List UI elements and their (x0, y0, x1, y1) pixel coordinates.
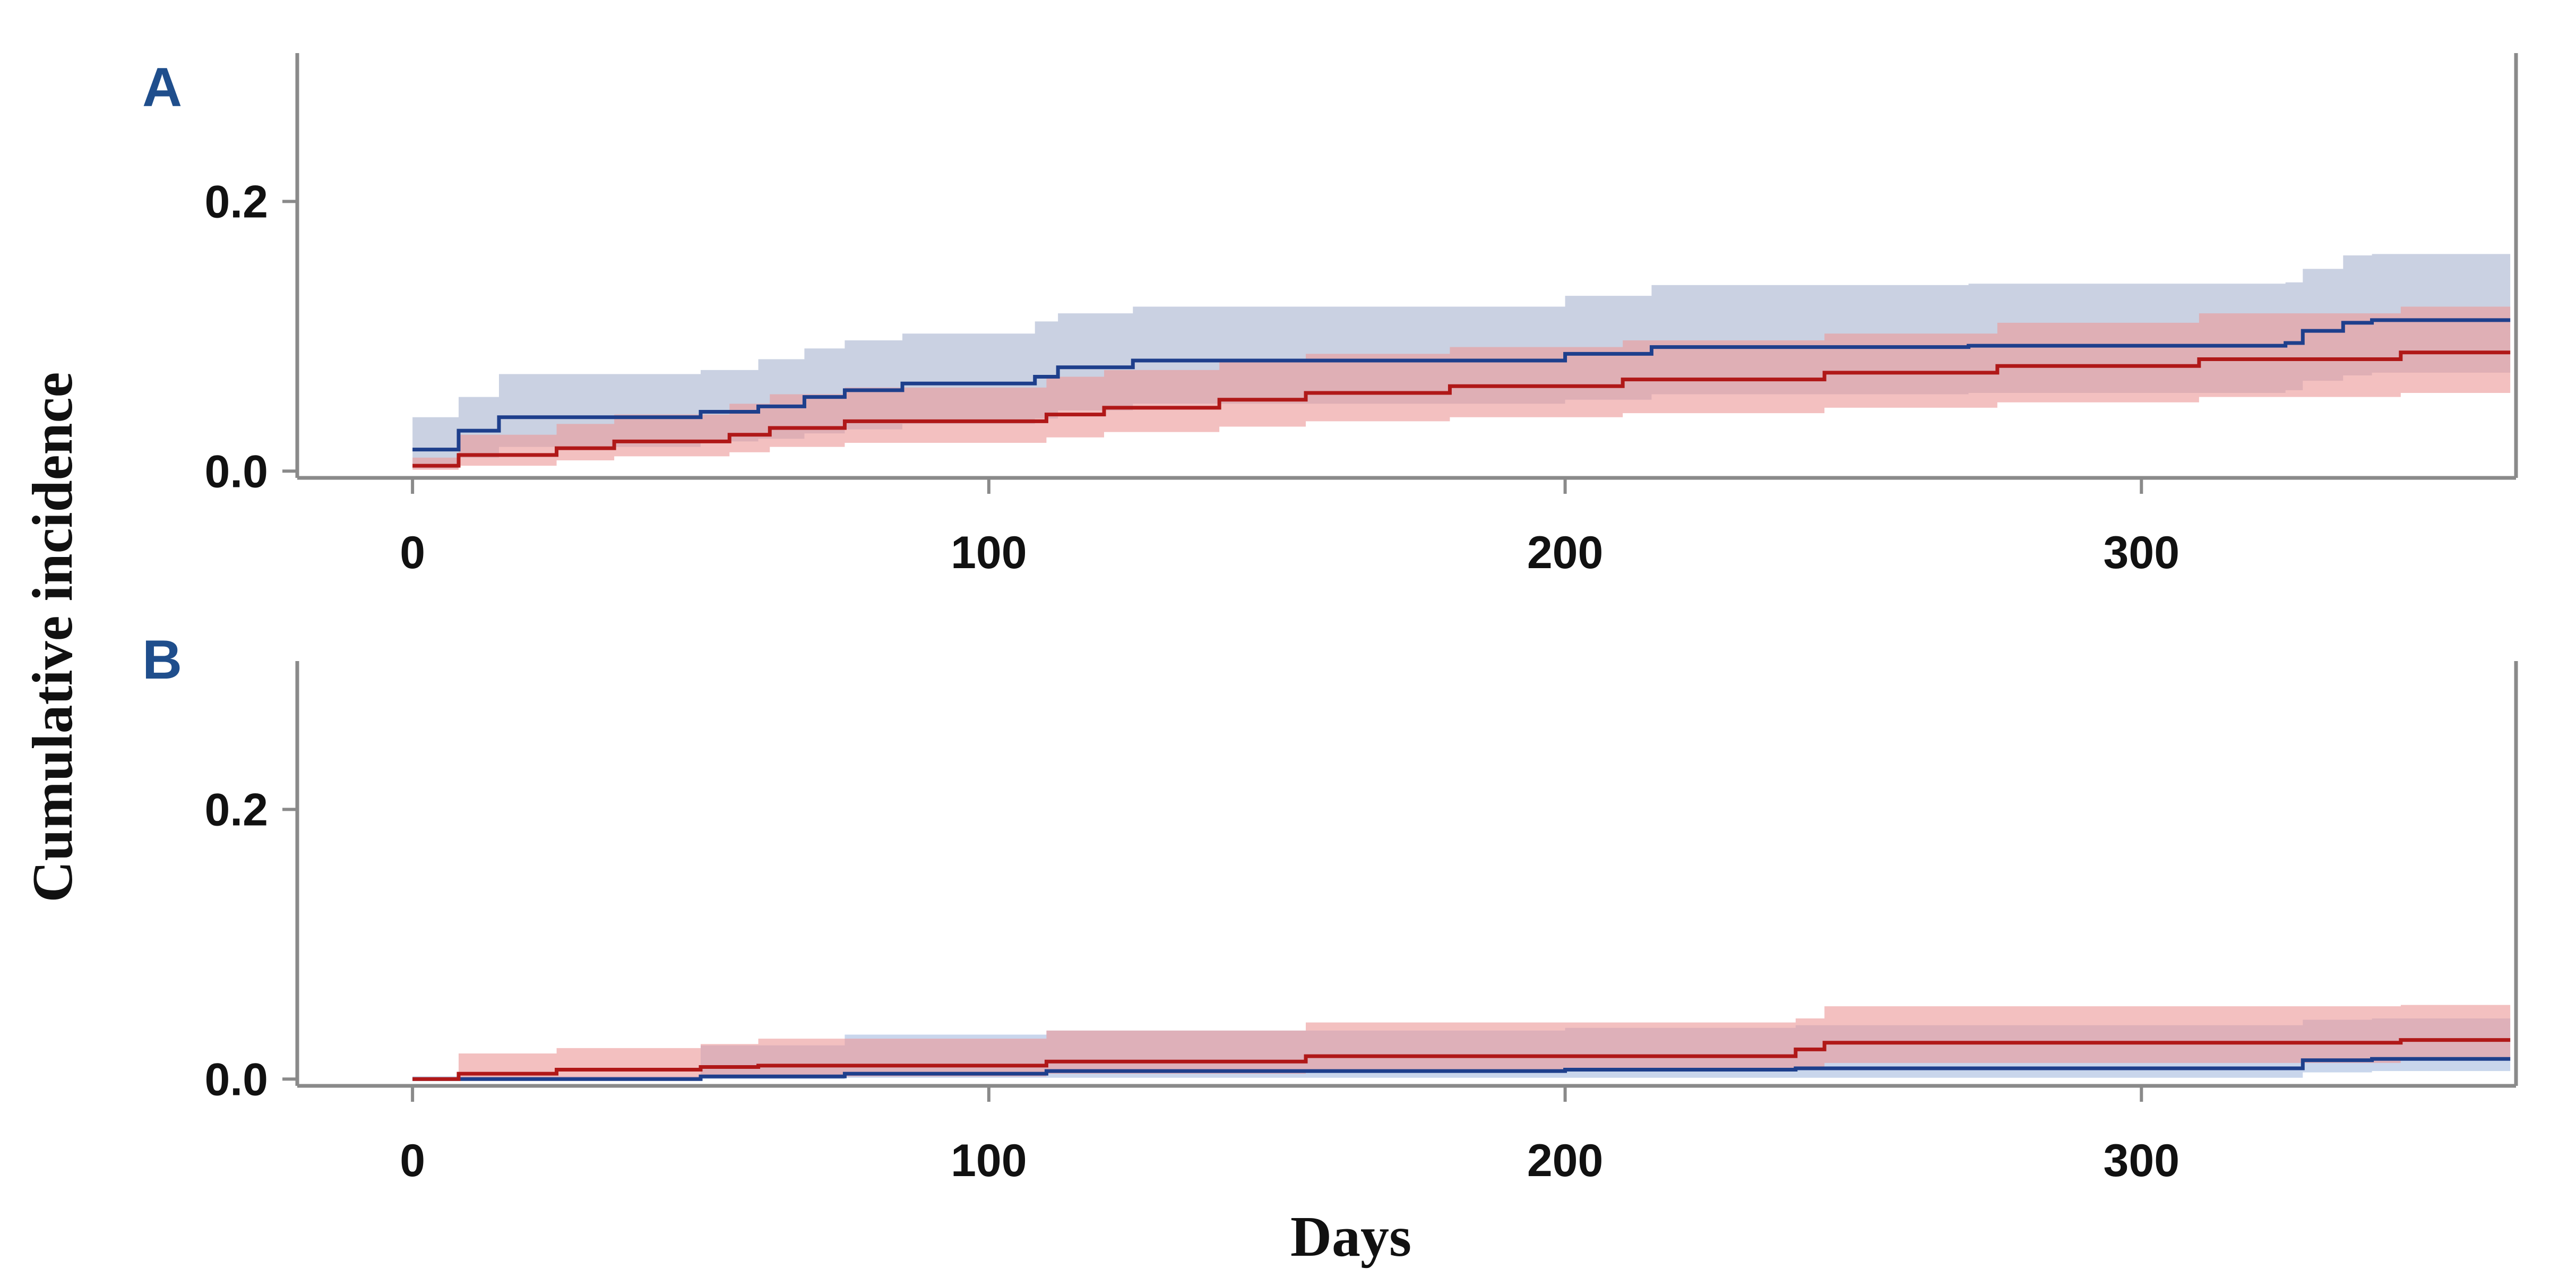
panel-label: A (142, 57, 182, 118)
series-lines (412, 318, 2511, 468)
panel-label: B (142, 629, 182, 691)
x-tick-label: 200 (1527, 1135, 1604, 1186)
panel-b: B 0 100 200 300 0.0 0.2 (142, 629, 2518, 1186)
series-2-step-line (412, 1038, 2511, 1081)
y-tick-label: 0.0 (204, 1054, 268, 1105)
x-tick-label: 300 (2104, 1135, 2180, 1186)
x-tick-label: 0 (400, 527, 425, 578)
y-axis-title: Cumulative incidence (21, 372, 84, 903)
x-tick-label: 0 (400, 1135, 425, 1186)
panel-a: A 0 100 200 300 0.0 0.2 (142, 53, 2518, 578)
series-lines (412, 1038, 2511, 1081)
y-tick-label: 0.0 (204, 446, 268, 497)
x-axis-title: Days (1290, 1205, 1411, 1269)
x-tick-label: 100 (951, 1135, 1027, 1186)
x-tick-label: 200 (1527, 527, 1604, 578)
y-tick-label: 0.2 (204, 784, 268, 835)
y-tick-label: 0.2 (204, 176, 268, 227)
x-tick-label: 300 (2104, 527, 2180, 578)
series-1-step-line (412, 318, 2511, 452)
x-tick-label: 100 (951, 527, 1027, 578)
series-1-step-line (412, 1057, 2511, 1081)
series-2-step-line (412, 350, 2511, 468)
series-2-confidence-band (412, 1005, 2511, 1079)
